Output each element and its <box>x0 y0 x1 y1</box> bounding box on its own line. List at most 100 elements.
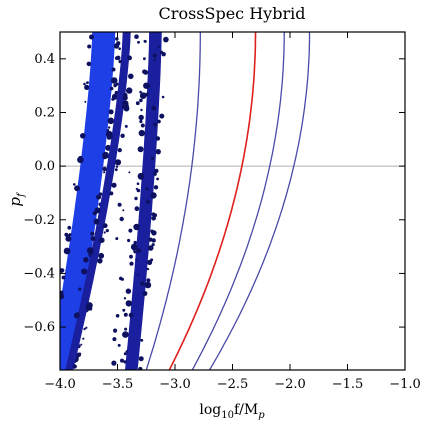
band-dot <box>48 357 51 360</box>
contour-3 <box>208 32 311 370</box>
band-dot <box>48 355 53 360</box>
band-dot <box>142 69 147 74</box>
band-dot <box>88 249 94 255</box>
band-dark-2 <box>125 32 162 370</box>
scatter-dot <box>151 196 154 199</box>
band-dot <box>147 259 153 265</box>
band-dot <box>61 275 66 280</box>
scatter-dot <box>135 101 140 106</box>
band-dot <box>74 185 80 192</box>
band-dot <box>125 350 129 353</box>
scatter-dot <box>122 209 125 212</box>
scatter-dot <box>151 105 156 111</box>
scatter-dot <box>150 229 154 233</box>
scatter-dot <box>117 202 122 207</box>
scatter-dot <box>119 216 124 222</box>
band-dot <box>137 146 144 153</box>
scatter-dot <box>111 360 117 366</box>
scatter-dot <box>140 281 145 286</box>
curves-layer <box>145 32 311 370</box>
band-dot <box>151 243 155 247</box>
scatter-dot <box>123 297 127 300</box>
band-dot <box>115 82 119 86</box>
band-dot <box>78 287 82 291</box>
band-dot <box>124 327 128 331</box>
red-curve <box>168 32 257 370</box>
band-dot <box>143 57 146 61</box>
contour-2 <box>191 32 285 370</box>
y-tick-label: 0.4 <box>34 52 55 67</box>
band-dot <box>107 133 113 139</box>
plot-area <box>47 32 405 370</box>
band-dot <box>105 229 109 233</box>
band-dot <box>114 90 119 95</box>
band-dot <box>101 255 104 258</box>
band-dot <box>120 358 124 363</box>
scatter-dot <box>136 248 142 253</box>
x-tick-label: −4.0 <box>44 377 76 392</box>
band-dot <box>73 183 76 186</box>
band-dot <box>151 238 156 243</box>
y-tick-label: −0.6 <box>23 320 55 335</box>
band-dot <box>155 149 161 155</box>
x-axis-label: log10f/Mp <box>199 402 265 421</box>
scatter-dot <box>150 156 155 160</box>
scatter-dot <box>152 53 157 58</box>
scatter-dot <box>139 90 142 94</box>
band-dot <box>153 185 159 190</box>
band-dot <box>130 243 138 251</box>
band-dot <box>140 123 145 128</box>
band-dot <box>118 59 122 64</box>
band-dot <box>136 182 140 185</box>
band-dot <box>133 250 137 254</box>
band-dot <box>107 126 111 129</box>
band-dot <box>83 257 89 263</box>
scatter-dot <box>129 254 133 259</box>
x-tick-label: −3.5 <box>102 377 134 392</box>
y-ticks: 0.4 0.2 0.0 −0.2 −0.4 −0.6 <box>23 52 405 335</box>
band-dot <box>103 231 106 234</box>
scatter-dot <box>155 136 161 141</box>
band-dot <box>60 268 65 273</box>
band-dot <box>102 166 107 172</box>
scatter-dot <box>137 40 140 44</box>
scatter-dot <box>153 122 158 127</box>
band-dot <box>115 37 119 41</box>
band-dot <box>86 61 92 67</box>
band-dot <box>127 55 132 61</box>
band-dot <box>116 55 121 60</box>
y-axis-label: pf <box>6 191 27 207</box>
scatter-dot <box>128 312 134 318</box>
scatter-dot <box>137 273 140 276</box>
band-dot <box>78 155 83 161</box>
band-bright <box>60 32 116 370</box>
scatter-dot <box>139 98 143 103</box>
scatter-dot <box>115 314 120 318</box>
band-dot <box>102 154 108 160</box>
scatter-dot <box>157 45 160 48</box>
x-ticks: −4.0 −3.5 −3.0 −2.5 −2.0 −1.5 −1.0 <box>44 32 421 392</box>
band-dot <box>120 133 125 138</box>
scatter-dot <box>117 343 121 347</box>
band-dot <box>64 232 69 237</box>
band-dot <box>108 109 114 115</box>
scatter-dot <box>129 261 134 266</box>
scatter-dot <box>112 337 117 342</box>
band-dot <box>89 34 94 40</box>
band-dot <box>123 360 127 364</box>
scatter-dot <box>134 34 139 39</box>
band-dot <box>110 77 118 84</box>
band-dot <box>90 236 96 242</box>
y-tick-label: −0.4 <box>23 266 55 281</box>
band-dot <box>142 291 148 296</box>
band-dot <box>123 352 127 356</box>
band-dot <box>117 148 122 153</box>
band-dot <box>114 159 122 166</box>
band-dot <box>133 240 137 245</box>
band-dot <box>80 133 86 139</box>
scatter-dot <box>115 237 119 241</box>
scatter-dot <box>128 171 131 174</box>
band-dot <box>47 357 50 360</box>
band-dot <box>146 267 150 271</box>
band-dot <box>123 105 130 112</box>
